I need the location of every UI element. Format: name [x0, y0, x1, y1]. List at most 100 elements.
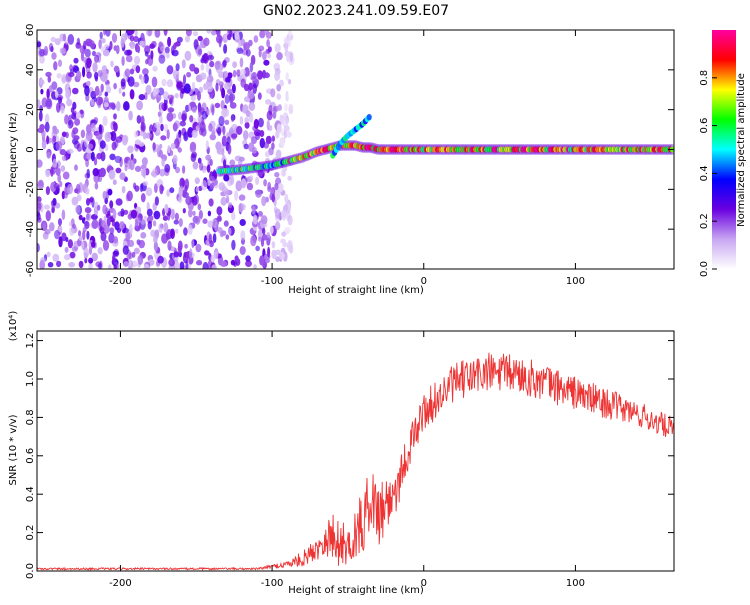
spectrogram-noise-blob	[223, 220, 229, 227]
spectrogram-noise-blob	[73, 135, 80, 141]
spectrogram-noise-blob	[161, 158, 165, 167]
spectrogram-noise-blob	[90, 99, 95, 106]
spectrogram-noise-blob	[104, 91, 109, 97]
spectrogram-noise-blob	[101, 37, 106, 44]
spectrogram-y-axis-label: Frequency (Hz)	[8, 112, 19, 188]
spectrogram-noise-blob	[284, 226, 292, 233]
spectrogram-noise-blob	[72, 87, 79, 95]
spectrogram-noise-blob	[194, 177, 200, 185]
spectrogram-noise-blob	[239, 116, 244, 125]
spectrogram-noise-blob	[130, 209, 137, 219]
spectrogram-noise-blob	[103, 96, 109, 104]
spectrogram-noise-blob	[64, 192, 68, 199]
spectrogram-noise-blob	[65, 236, 69, 243]
y-tick-label: 20	[25, 103, 36, 116]
spectrogram-noise-blob	[102, 49, 110, 57]
spectrogram-noise-blob	[253, 35, 259, 43]
spectrogram-noise-blob	[158, 149, 164, 158]
spectrogram-noise-blob	[208, 198, 214, 207]
spectrogram-noise-blob	[86, 168, 90, 179]
spectrogram-noise-blob	[108, 232, 115, 244]
spectrogram-noise-blob	[240, 78, 246, 88]
spectrogram-noise-blob	[145, 58, 149, 65]
spectrogram-noise-blob	[282, 164, 288, 173]
spectrogram-noise-blob	[250, 54, 256, 66]
spectrogram-noise-blob	[40, 88, 44, 95]
spectrogram-noise-blob	[61, 155, 67, 161]
spectrogram-noise-blob	[73, 140, 80, 149]
spectrogram-noise-blob	[137, 45, 141, 54]
spectrogram-noise-blob	[220, 230, 227, 237]
spectrogram-noise-blob	[265, 99, 272, 105]
colorbar-label: Normalized spectral amplitude	[736, 73, 747, 227]
colorbar: 0.0 0.2 0.4 0.6 0.8 Normalized spectral ampl…	[699, 30, 747, 277]
spectrogram-noise-blob	[44, 121, 50, 133]
spectrogram-noise-blob	[147, 220, 152, 230]
spectrogram-noise-blob	[155, 88, 160, 94]
spectrogram-noise-blob	[61, 131, 67, 138]
spectrogram-noise-blob	[223, 159, 227, 168]
spectrogram-noise-blob	[39, 55, 45, 64]
spectrogram-noise-blob	[168, 258, 175, 267]
spectrogram-noise-blob	[139, 183, 144, 193]
spectrogram-noise-blob	[118, 87, 122, 94]
spectrogram-noise-blob	[167, 240, 172, 251]
spectrogram-noise-blob	[230, 114, 235, 123]
spectrogram-noise-blob	[161, 78, 167, 87]
spectrogram-noise-blob	[44, 113, 50, 125]
spectrogram-noise-blob	[136, 100, 144, 111]
spectrogram-noise-blob	[257, 117, 264, 128]
spectrogram-noise-blob	[253, 264, 257, 269]
spectrogram-noise-blob	[109, 200, 114, 209]
spectrogram-noise-blob	[211, 30, 217, 36]
spectrogram-noise-blob	[257, 236, 262, 242]
spectrogram-noise-blob	[229, 93, 234, 104]
spectrogram-noise-blob	[216, 206, 223, 216]
spectrogram-noise-blob	[85, 206, 91, 214]
y-tick-label: 0.2	[25, 525, 36, 541]
spectrogram-noise-blob	[217, 127, 222, 136]
spectrogram-noise-blob	[216, 34, 223, 44]
spectrogram-noise-blob	[72, 223, 76, 229]
spectrogram-noise-blob	[274, 71, 281, 81]
spectrogram-noise-blob	[271, 241, 276, 249]
spectrogram-noise-blob	[223, 44, 228, 54]
spectrogram-noise-blob	[162, 208, 166, 217]
spectrogram-noise-blob	[184, 178, 190, 190]
spectrogram-noise-blob	[244, 121, 250, 129]
spectrogram-noise-blob	[45, 169, 51, 178]
spectrogram-noise-blob	[152, 220, 157, 227]
y-tick-label: 40	[25, 63, 36, 76]
spectrogram-noise-blob	[82, 66, 86, 78]
spectrogram-noise-blob	[120, 208, 125, 217]
spectrogram-noise-blob	[239, 219, 246, 226]
spectrogram-noise-blob	[143, 73, 149, 84]
spectrogram-noise-blob	[227, 88, 233, 95]
spectrogram-noise-blob	[127, 145, 134, 154]
spectrogram-noise-blob	[84, 137, 88, 148]
spectrogram-noise-blob	[75, 183, 81, 195]
spectrogram-noise-blob	[284, 193, 289, 204]
spectrogram-noise-blob	[279, 79, 284, 87]
spectrogram-noise-blob	[115, 44, 120, 55]
spectrogram-noise-blob	[192, 31, 199, 37]
spectrogram-noise-blob	[185, 30, 192, 37]
spectrogram-noise-blob	[73, 240, 79, 251]
spectrogram-noise-blob	[128, 259, 134, 269]
spectrogram-noise-blob	[129, 35, 135, 42]
x-tick-label: 100	[566, 276, 585, 287]
spectrogram-noise-blob	[271, 135, 276, 142]
spectrogram-noise-blob	[37, 243, 40, 253]
spectrogram-noise-blob	[78, 214, 83, 221]
spectrogram-noise-blob	[201, 180, 208, 191]
x-tick-label: -200	[109, 578, 132, 589]
spectrogram-noise-blob	[96, 152, 103, 160]
spectrogram-noise-blob	[201, 167, 207, 174]
spectrogram-noise-blob	[153, 235, 158, 244]
spectrogram-noise-blob	[282, 242, 288, 248]
spectrogram-noise-blob	[172, 122, 178, 132]
spectrogram-noise-blob	[166, 233, 170, 241]
spectrogram-noise-blob	[206, 164, 211, 173]
spectrogram-noise-blob	[123, 101, 130, 111]
